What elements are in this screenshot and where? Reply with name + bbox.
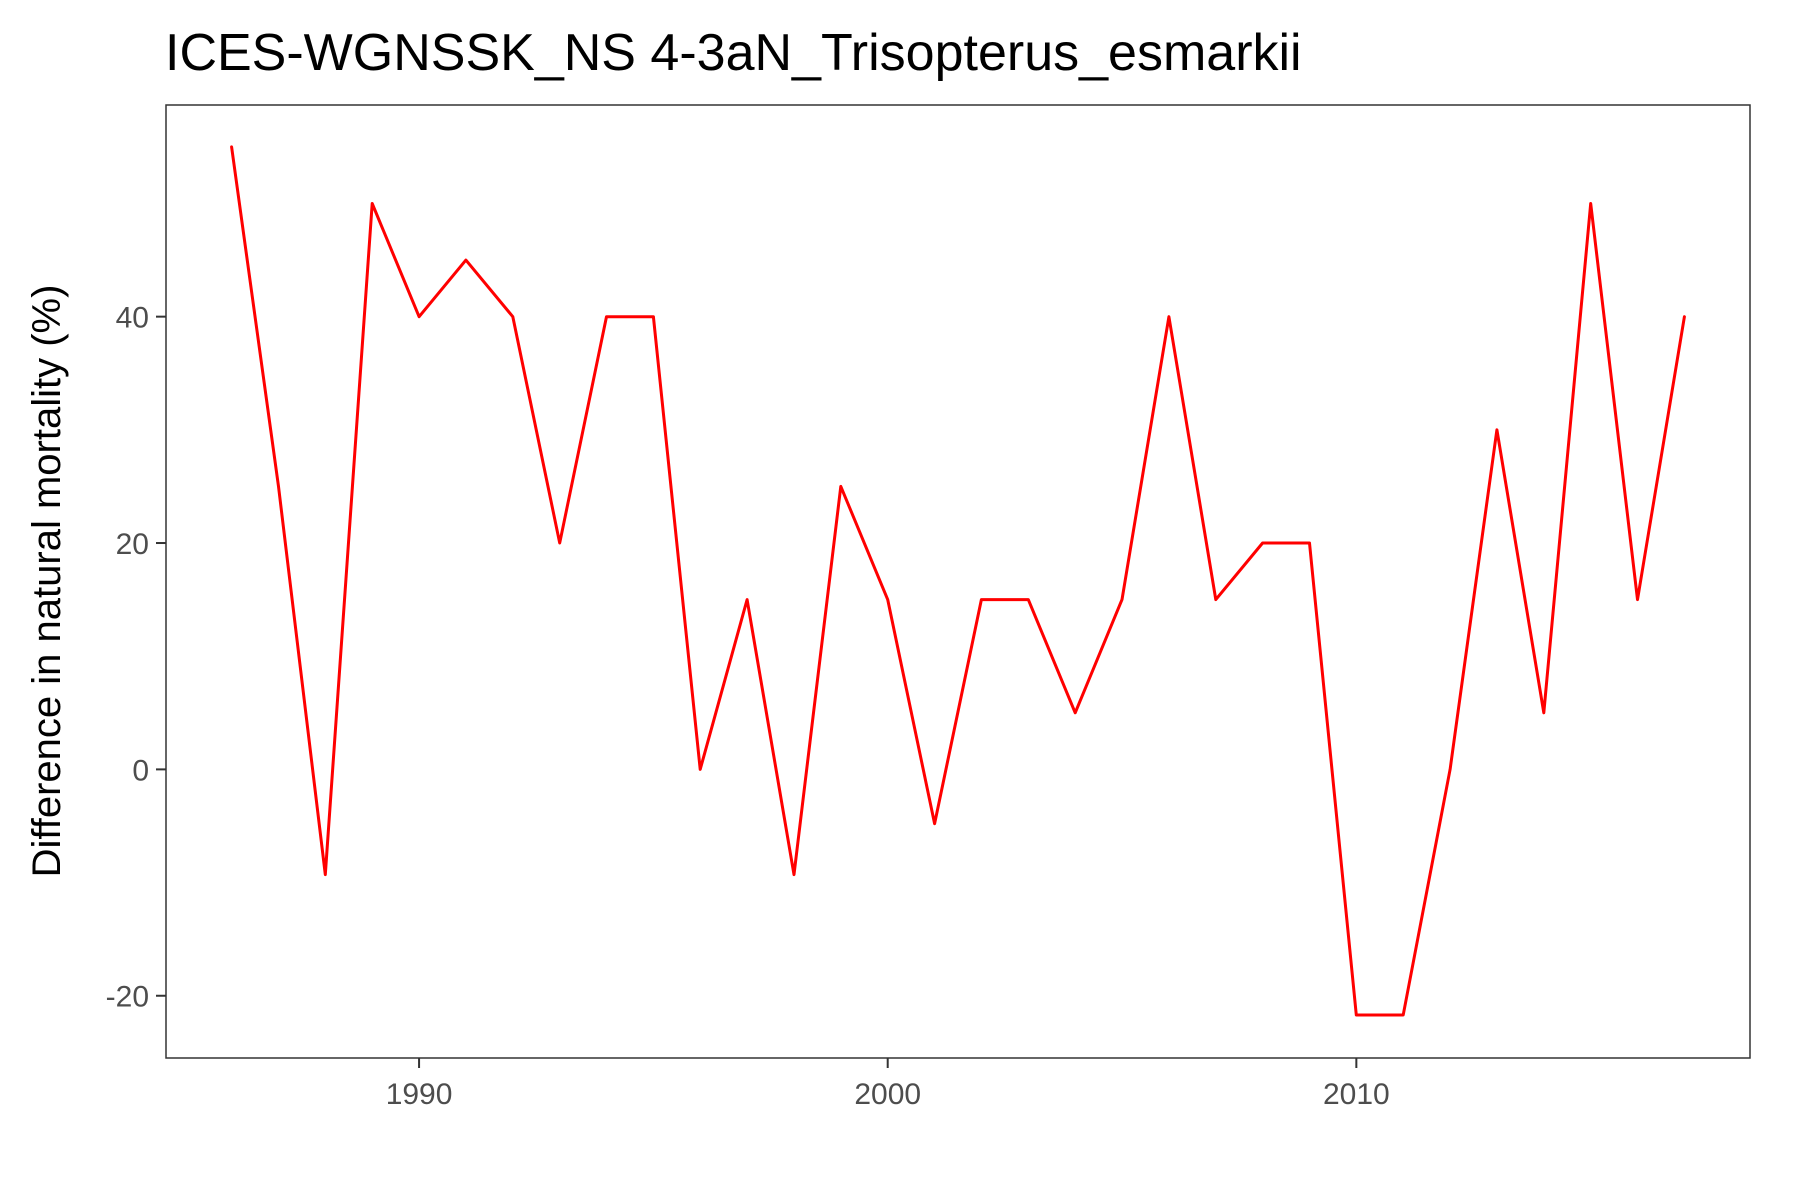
series-line bbox=[230, 145, 1686, 1017]
x-tick-label: 2010 bbox=[1323, 1078, 1390, 1111]
x-tick-label: 1990 bbox=[386, 1078, 453, 1111]
plot-panel bbox=[165, 104, 1751, 1059]
y-tick-label: 20 bbox=[116, 528, 149, 561]
chart-title: ICES-WGNSSK_NS 4-3aN_Trisopterus_esmarki… bbox=[165, 24, 1302, 82]
x-tick-label: 2000 bbox=[854, 1078, 921, 1111]
y-tick-label: 0 bbox=[132, 754, 149, 787]
y-axis-label: Difference in natural mortality (%) bbox=[25, 285, 69, 878]
series-layer bbox=[230, 145, 1686, 1017]
x-axis: 1990 2000 2010 bbox=[386, 1058, 1390, 1111]
y-tick-label: -20 bbox=[106, 981, 149, 1014]
y-axis: -20 0 20 40 bbox=[106, 302, 166, 1014]
y-tick-label: 40 bbox=[116, 302, 149, 335]
